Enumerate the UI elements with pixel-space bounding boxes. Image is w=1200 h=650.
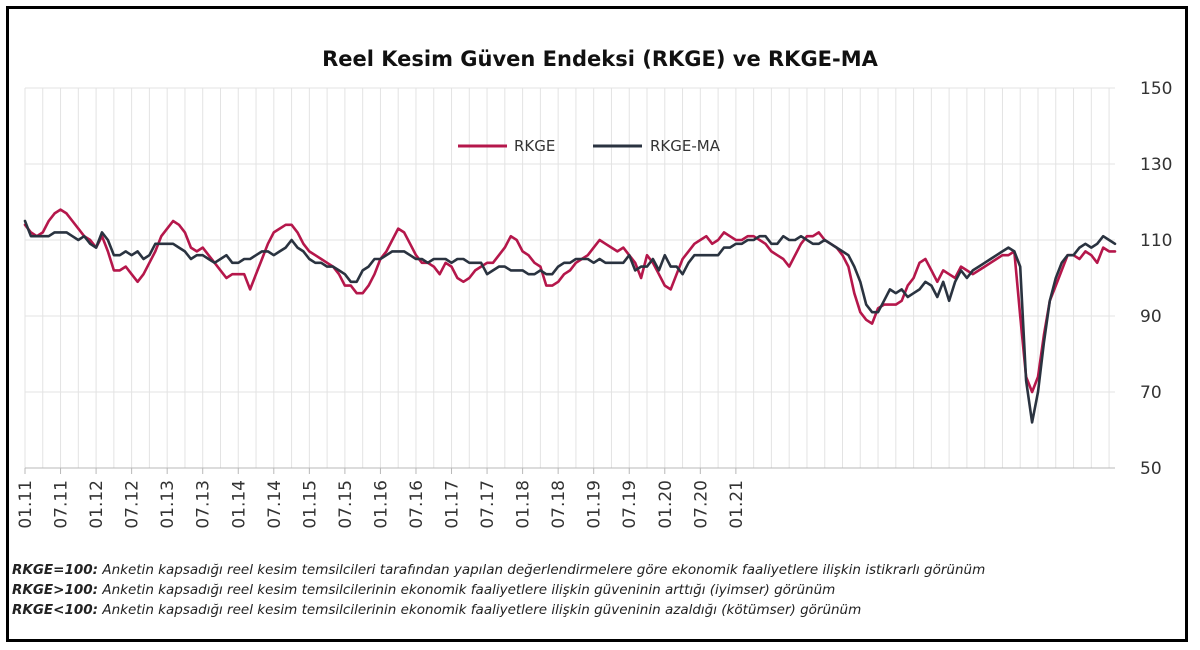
series-line-rkge [23, 208, 1117, 394]
series-line-rkge-ma [23, 219, 1117, 424]
x-tick-label: 01.15 [300, 480, 320, 529]
footnote-key: RKGE>100: [12, 582, 99, 598]
x-tick-label: 01.17 [443, 480, 463, 529]
x-tick-label: 01.12 [87, 480, 107, 529]
series-lines [23, 208, 1117, 424]
y-tick-label: 110 [1140, 231, 1172, 251]
x-tick-label: 07.11 [52, 480, 72, 529]
footnote-text: Anketin kapsadığı reel kesim temsilciler… [98, 602, 862, 618]
x-tick-label: 07.20 [691, 480, 711, 529]
chart-title: Reel Kesim Güven Endeksi (RKGE) ve RKGE-… [322, 47, 879, 71]
footnote-greater: RKGE>100: Anketin kapsadığı reel kesim t… [12, 580, 1182, 600]
x-tick-label: 01.14 [229, 480, 249, 529]
x-tick-label: 07.16 [407, 480, 427, 529]
footnote-equal: RKGE=100: Anketin kapsadığı reel kesim t… [12, 560, 1182, 580]
footnote-text: Anketin kapsadığı reel kesim temsilciler… [98, 582, 836, 598]
x-tick-label: 07.15 [336, 480, 356, 529]
x-tick-label: 01.16 [371, 480, 391, 529]
legend-label-rkge-ma: RKGE-MA [650, 137, 721, 155]
footnotes: RKGE=100: Anketin kapsadığı reel kesim t… [12, 560, 1182, 620]
legend: RKGE RKGE-MA [458, 137, 721, 155]
x-tick-label: 07.12 [123, 480, 143, 529]
x-tick-label: 01.19 [585, 480, 605, 529]
x-tick-label: 07.19 [620, 480, 640, 529]
footnote-less: RKGE<100: Anketin kapsadığı reel kesim t… [12, 600, 1182, 620]
x-tick-label: 07.17 [478, 480, 498, 529]
x-tick-label: 01.13 [158, 480, 178, 529]
legend-label-rkge: RKGE [514, 137, 555, 155]
x-tick-label: 01.21 [727, 480, 747, 529]
footnote-text: Anketin kapsadığı reel kesim temsilciler… [98, 562, 986, 578]
grid [24, 87, 1115, 469]
x-tick-label: 01.18 [514, 480, 534, 529]
y-tick-label: 70 [1140, 383, 1162, 403]
y-tick-label: 50 [1140, 459, 1162, 479]
x-tick-label: 07.18 [549, 480, 569, 529]
footnote-key: RKGE=100: [12, 562, 99, 578]
footnote-key: RKGE<100: [12, 602, 99, 618]
y-tick-label: 90 [1140, 307, 1162, 327]
y-tick-label: 130 [1140, 155, 1172, 175]
x-axis-ticks: 01.11 07.11 01.12 07.12 01.13 07.13 01.14 07.14… [16, 468, 747, 529]
x-tick-label: 01.11 [16, 480, 36, 529]
x-tick-label: 07.14 [265, 480, 285, 529]
x-tick-label: 01.20 [656, 480, 676, 529]
line-chart: Reel Kesim Güven Endeksi (RKGE) ve RKGE-… [16, 47, 1172, 529]
y-tick-label: 150 [1140, 79, 1172, 99]
y-axis-ticks: 150 130 110 90 70 50 [1140, 79, 1172, 479]
x-tick-label: 07.13 [194, 480, 214, 529]
